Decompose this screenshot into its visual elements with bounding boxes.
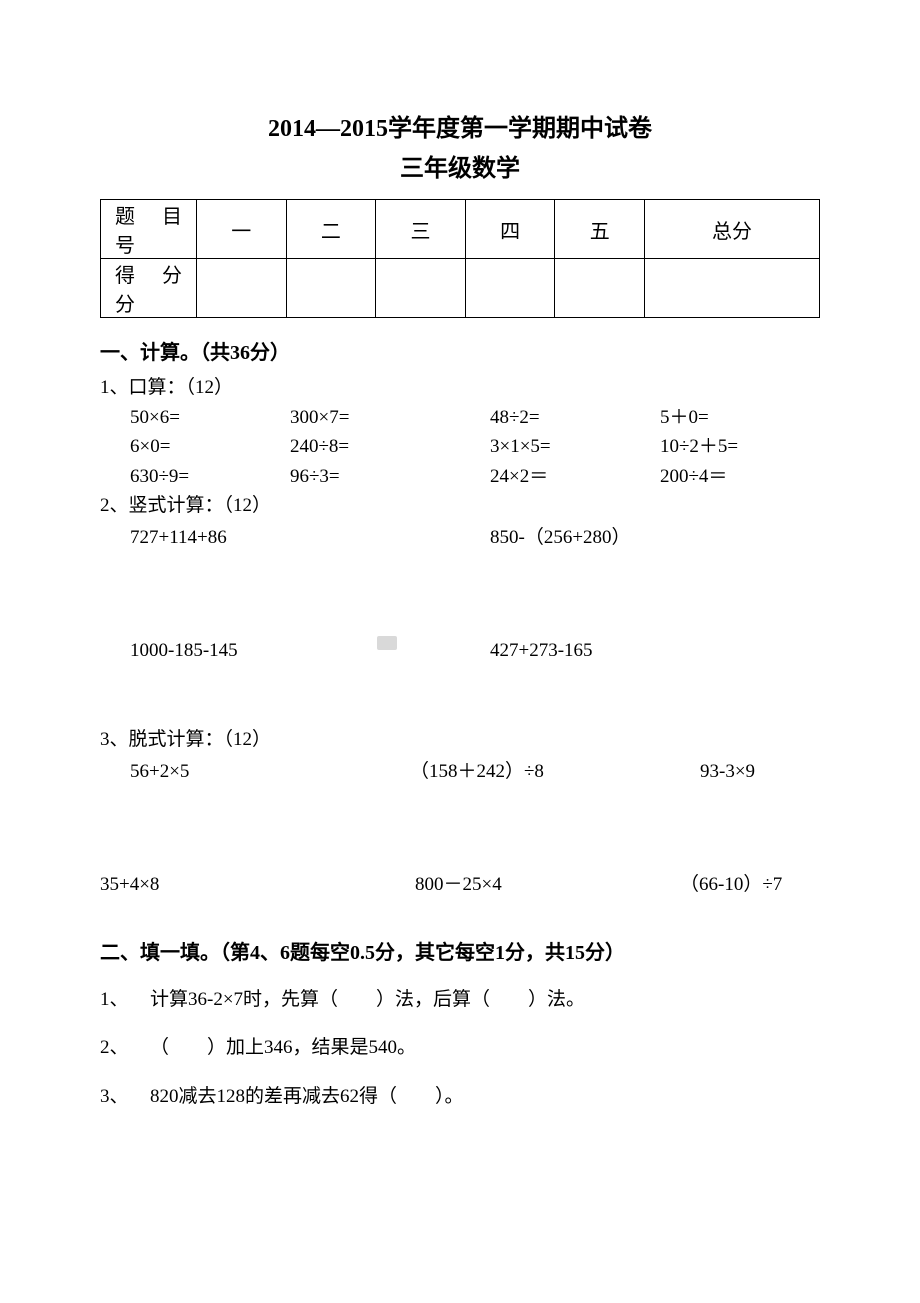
calc-cell: 50×6=: [130, 403, 290, 432]
calc-cell: 427+273-165: [490, 636, 820, 665]
q1-label: 1、口算：（12）: [100, 373, 820, 402]
q2-label: 2、竖式计算：（12）: [100, 491, 820, 520]
item-text: （ ）加上346，结果是540。: [150, 1033, 416, 1063]
q3-row-2: 35+4×8 800－25×4 （66-10）÷7: [100, 870, 820, 899]
col-5: 五: [555, 200, 645, 259]
calc-cell: 96÷3=: [290, 462, 490, 491]
table-row: 题目 号 一 二 三 四 五 总分: [101, 200, 820, 259]
q3-row-1: 56+2×5 （158＋242）÷8 93-3×9: [130, 757, 820, 786]
calc-cell: （158＋242）÷8: [410, 757, 700, 786]
col-3: 三: [376, 200, 466, 259]
item-number: 1、: [100, 985, 150, 1015]
calc-cell: 240÷8=: [290, 432, 490, 461]
score-cell[interactable]: [286, 259, 376, 318]
score-cell[interactable]: [645, 259, 820, 318]
calc-cell: （66-10）÷7: [680, 870, 830, 899]
calc-cell: 3×1×5=: [490, 432, 660, 461]
fill-item: 3、 820减去128的差再减去62得（ ）。: [100, 1082, 820, 1112]
col-1: 一: [197, 200, 287, 259]
calc-cell: 200÷4＝: [660, 462, 830, 491]
q1-grid: 50×6= 300×7= 48÷2= 5＋0= 6×0= 240÷8= 3×1×…: [130, 403, 820, 491]
item-number: 2、: [100, 1033, 150, 1063]
score-cell[interactable]: [197, 259, 287, 318]
calc-cell: 93-3×9: [700, 757, 850, 786]
calc-cell: 56+2×5: [130, 757, 410, 786]
calc-cell: 48÷2=: [490, 403, 660, 432]
calc-cell: 800－25×4: [415, 870, 680, 899]
page-title: 2014—2015学年度第一学期期中试卷: [100, 110, 820, 148]
calc-cell: 24×2＝: [490, 462, 660, 491]
page-subtitle: 三年级数学: [100, 148, 820, 183]
calc-cell: 727+114+86: [130, 523, 490, 552]
score-cell[interactable]: [465, 259, 555, 318]
row-header-2: 得分 分: [101, 259, 197, 318]
watermark-icon: [377, 636, 397, 650]
col-total: 总分: [645, 200, 820, 259]
calc-cell: 5＋0=: [660, 403, 830, 432]
fill-item: 1、 计算36-2×7时，先算（ ）法，后算（ ）法。: [100, 985, 820, 1015]
table-row: 得分 分: [101, 259, 820, 318]
calc-cell: 1000-185-145: [130, 636, 490, 665]
q2-row-2: 1000-185-145 427+273-165: [130, 636, 820, 665]
item-number: 3、: [100, 1082, 150, 1112]
score-cell[interactable]: [376, 259, 466, 318]
calc-cell: 10÷2＋5=: [660, 432, 830, 461]
item-text: 计算36-2×7时，先算（ ）法，后算（ ）法。: [150, 985, 585, 1015]
calc-cell: 300×7=: [290, 403, 490, 432]
calc-cell: 850-（256+280）: [490, 523, 820, 552]
section-1-heading: 一、计算。（共36分）: [100, 336, 820, 365]
calc-cell: 35+4×8: [100, 870, 415, 899]
item-text: 820减去128的差再减去62得（ ）。: [150, 1082, 464, 1112]
col-4: 四: [465, 200, 555, 259]
score-table: 题目 号 一 二 三 四 五 总分 得分 分: [100, 199, 820, 318]
col-2: 二: [286, 200, 376, 259]
q3-label: 3、脱式计算：（12）: [100, 725, 820, 754]
fill-item: 2、 （ ）加上346，结果是540。: [100, 1033, 820, 1063]
row-header-1: 题目 号: [101, 200, 197, 259]
score-cell[interactable]: [555, 259, 645, 318]
calc-cell: 630÷9=: [130, 462, 290, 491]
section-2-heading: 二、填一填。（第4、6题每空0.5分，其它每空1分，共15分）: [100, 936, 820, 965]
calc-cell: 6×0=: [130, 432, 290, 461]
q2-row-1: 727+114+86 850-（256+280）: [130, 523, 820, 552]
